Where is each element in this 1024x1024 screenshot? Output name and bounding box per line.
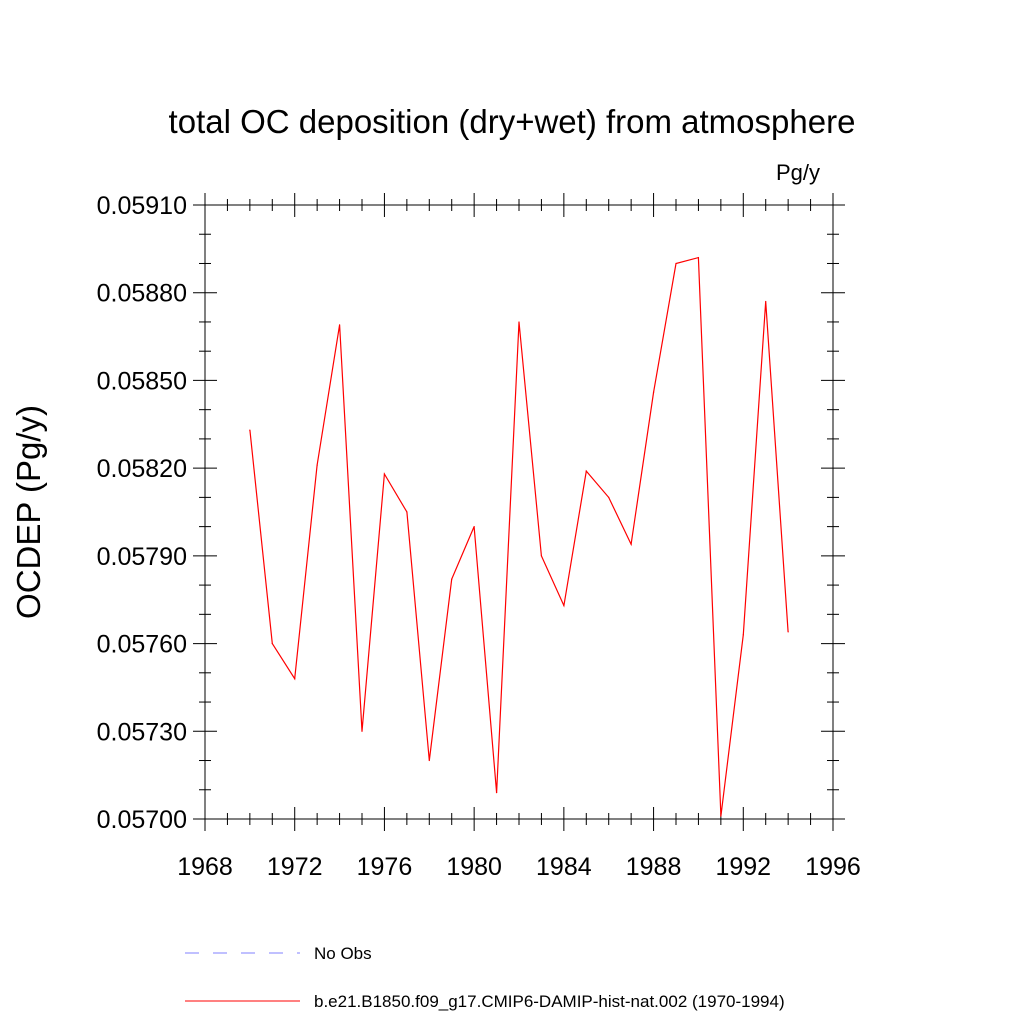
data-point: [406, 511, 408, 513]
data-point: [563, 604, 565, 607]
data-point: [675, 262, 677, 265]
legend-label-2: b.e21.B1850.f09_g17.CMIP6-DAMIP-hist-nat…: [314, 992, 785, 1011]
data-point: [383, 473, 386, 475]
data-point: [720, 815, 722, 817]
y-tick-label: 0.05700: [97, 806, 187, 834]
data-point: [294, 678, 296, 680]
legend: No Obs b.e21.B1850.f09_g17.CMIP6-DAMIP-hi…: [185, 944, 785, 1011]
data-point: [765, 300, 767, 303]
data-point: [630, 543, 632, 545]
x-tick-label: 1968: [177, 853, 233, 881]
x-tick-label: 1972: [267, 853, 323, 881]
x-tick-label: 1988: [626, 853, 682, 881]
data-point: [361, 730, 363, 732]
x-tick-label: 1980: [446, 853, 502, 881]
data-point: [473, 526, 475, 528]
units-label: Pg/y: [776, 160, 820, 185]
data-point: [742, 634, 744, 636]
x-tick-label: 1976: [357, 853, 413, 881]
data-point: [697, 257, 700, 259]
y-axis-label: OCDEP (Pg/y): [10, 405, 47, 619]
plot-frame: [204, 204, 834, 820]
data-point: [518, 321, 520, 323]
x-tick-label: 1996: [805, 853, 861, 881]
data-point: [249, 429, 251, 431]
data-point: [585, 470, 587, 472]
y-tick-label: 0.05790: [97, 543, 187, 571]
x-tick-label: 1984: [536, 853, 592, 881]
data-point: [271, 642, 273, 645]
data-point: [428, 759, 430, 762]
series-line: [249, 256, 789, 817]
data-point: [608, 496, 610, 498]
y-tick-label: 0.05910: [97, 192, 187, 220]
data-point: [652, 391, 655, 393]
data-point: [338, 324, 341, 326]
data-point: [451, 578, 453, 580]
y-tick-label: 0.05820: [97, 455, 187, 483]
y-tick-label: 0.05760: [97, 631, 187, 659]
data-point: [787, 631, 789, 633]
data-point: [540, 555, 543, 557]
legend-label-1: No Obs: [314, 944, 372, 963]
plot-area: 1968 1972 1976 1980 1984 1988 1992 1996 0.05700 0…: [97, 192, 861, 881]
chart-title: total OC deposition (dry+wet) from atmos…: [169, 103, 856, 140]
data-point: [495, 792, 498, 794]
y-tick-label: 0.05730: [97, 718, 187, 746]
x-tick-label: 1992: [715, 853, 771, 881]
y-tick-label: 0.05880: [97, 280, 187, 308]
data-point: [316, 464, 318, 466]
y-tick-label: 0.05850: [97, 367, 187, 395]
